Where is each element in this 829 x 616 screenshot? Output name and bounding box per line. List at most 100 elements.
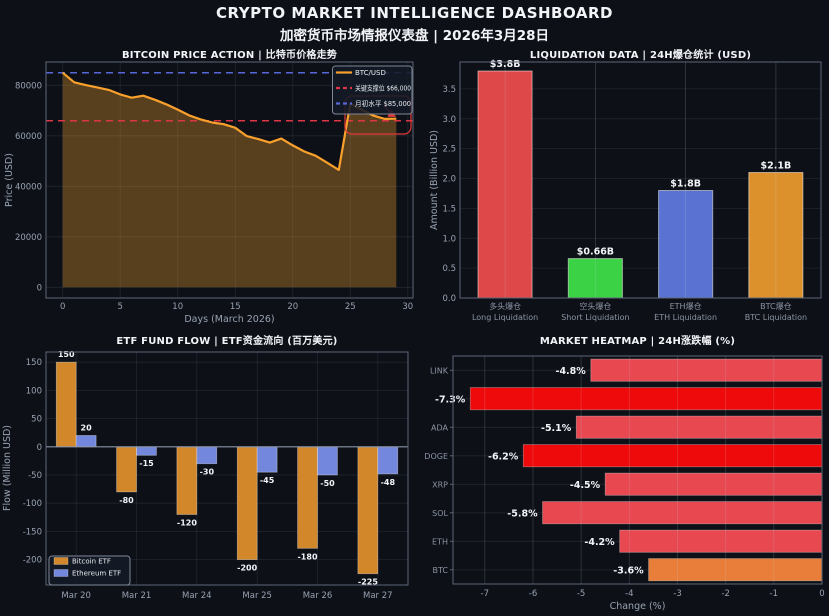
bitcoin-price-chart: 0 5 10 15 20 25 30 0 20000 40000 60000 80000 BTC/USD…	[4, 61, 414, 325]
svg-text:-200: -200	[23, 556, 42, 566]
svg-text:15: 15	[230, 302, 241, 312]
svg-text:80000: 80000	[15, 81, 42, 91]
svg-text:0.5: 0.5	[442, 264, 456, 274]
svg-text:BTC Liquidation: BTC Liquidation	[745, 313, 807, 322]
svg-text:Ethereum ETF: Ethereum ETF	[72, 570, 121, 578]
bitcoin-etf-bar	[55, 361, 77, 448]
ethereum-etf-bar	[256, 446, 278, 473]
svg-text:空头爆仓: 空头爆仓	[579, 301, 611, 311]
etf-value-label: 20	[81, 424, 93, 433]
heatmap-bar	[522, 444, 823, 468]
svg-text:Mar 21: Mar 21	[122, 591, 152, 601]
svg-text:Mar 25: Mar 25	[242, 591, 272, 601]
svg-text:0.0: 0.0	[442, 294, 456, 304]
liquidation-value-label: $3.8B	[490, 59, 521, 70]
svg-text:Amount (Billion USD): Amount (Billion USD)	[429, 130, 440, 230]
etf-value-label: -30	[200, 468, 215, 477]
heatmap-bar	[604, 472, 823, 496]
svg-text:ETH Liquidation: ETH Liquidation	[654, 313, 717, 322]
svg-text:40000: 40000	[15, 182, 42, 192]
heatmap-bar	[542, 501, 823, 525]
svg-text:0: 0	[819, 589, 824, 599]
svg-text:2.5: 2.5	[442, 145, 456, 155]
liquidation-bar	[658, 190, 714, 299]
heatmap-bar	[648, 558, 823, 582]
svg-text:60000: 60000	[15, 132, 42, 142]
liquidation-chart: 0.0 0.5 1.0 1.5 2.0 2.5 3.0 3.5 $3.8B 多头爆仓 Long Li…	[429, 59, 822, 322]
change-value-label: -4.2%	[584, 537, 615, 548]
etf-value-label: -225	[358, 578, 378, 587]
svg-text:-5: -5	[577, 589, 585, 599]
etf-value-label: -48	[381, 478, 396, 487]
coin-label: BTC	[433, 566, 449, 575]
heatmap-bar	[619, 529, 823, 553]
change-value-label: -6.2%	[488, 451, 519, 462]
svg-text:5: 5	[117, 302, 122, 312]
svg-text:-50: -50	[28, 471, 42, 481]
svg-text:0: 0	[60, 302, 65, 312]
svg-text:20: 20	[287, 302, 298, 312]
svg-text:ETH爆仓: ETH爆仓	[670, 301, 702, 311]
change-value-label: -3.6%	[613, 565, 644, 576]
liquidation-chart-title: LIQUIDATION DATA | 24H爆仓统计 (USD)	[529, 50, 752, 61]
ethereum-etf-bar	[196, 446, 218, 465]
bitcoin-etf-bar	[357, 446, 379, 575]
etf-flow-chart: -200 -150 -100 -50 0 50 100 150 Mar 20 Mar 21 Mar …	[2, 350, 409, 601]
svg-text:-100: -100	[23, 499, 42, 509]
change-value-label: -5.8%	[507, 508, 538, 519]
svg-text:Bitcoin ETF: Bitcoin ETF	[72, 558, 111, 566]
svg-text:Short Liquidation: Short Liquidation	[561, 313, 629, 322]
svg-text:Mar 24: Mar 24	[182, 591, 212, 601]
svg-text:150: 150	[26, 358, 42, 368]
svg-text:Price (USD): Price (USD)	[4, 153, 15, 207]
coin-label: ETH	[432, 537, 448, 546]
svg-text:3.5: 3.5	[442, 85, 456, 95]
svg-text:20000: 20000	[15, 233, 42, 243]
liquidation-value-label: $2.1B	[761, 161, 792, 172]
svg-text:100: 100	[26, 386, 42, 396]
etf-legend-box	[48, 555, 131, 586]
svg-text:多头爆仓: 多头爆仓	[489, 301, 521, 311]
btc-usd-line	[61, 71, 397, 172]
svg-text:Days (March 2026): Days (March 2026)	[184, 314, 274, 325]
etf-value-label: -180	[297, 552, 317, 561]
svg-text:Mar 26: Mar 26	[303, 591, 333, 601]
svg-text:-150: -150	[23, 527, 42, 537]
liquidation-value-label: $0.66B	[577, 247, 614, 258]
etf-value-label: -200	[237, 564, 257, 573]
svg-text:Change (%): Change (%)	[610, 601, 666, 612]
etf-value-label: -80	[119, 496, 134, 505]
svg-text:BTC/USD: BTC/USD	[355, 69, 386, 77]
svg-text:30: 30	[402, 302, 413, 312]
svg-text:BTC爆仓: BTC爆仓	[760, 301, 792, 311]
svg-text:1.0: 1.0	[442, 234, 456, 244]
bitcoin-etf-bar	[116, 446, 137, 493]
svg-text:Mar 27: Mar 27	[363, 591, 393, 601]
heatmap-bar	[575, 415, 823, 439]
liquidation-panel: LIQUIDATION DATA | 24H爆仓统计 (USD) 0.0 0.5 1…	[415, 44, 829, 330]
ethereum-etf-bar	[136, 446, 157, 456]
coin-label: SOL	[432, 509, 448, 518]
coin-label: XRP	[432, 480, 448, 489]
svg-text:-3: -3	[673, 589, 681, 599]
liquidation-bar	[567, 258, 623, 299]
svg-text:月初水平 $85,000: 月初水平 $85,000	[355, 99, 411, 108]
etf-value-label: 150	[58, 350, 75, 359]
ethereum-etf-bar	[317, 446, 338, 476]
svg-text:-4: -4	[625, 589, 633, 599]
etf-value-label: -50	[320, 479, 335, 488]
svg-text:2.0: 2.0	[442, 175, 456, 185]
etf-value-label: -15	[139, 459, 154, 468]
heatmap-chart-title: MARKET HEATMAP | 24H涨跌幅 (%)	[539, 336, 736, 347]
svg-text:10: 10	[172, 302, 183, 312]
svg-text:Long Liquidation: Long Liquidation	[472, 313, 538, 322]
svg-text:关键支撑位 $66,000: 关键支撑位 $66,000	[355, 84, 411, 93]
change-value-label: -7.3%	[435, 394, 466, 405]
etf-flow-panel: ETF FUND FLOW | ETF资金流向 (百万美元) -200 -150 -…	[0, 330, 414, 616]
svg-text:-1: -1	[770, 589, 778, 599]
etf-flow-chart-title: ETF FUND FLOW | ETF资金流向 (百万美元)	[116, 336, 338, 347]
coin-label: LINK	[430, 366, 449, 375]
dashboard-subtitle: 加密货币市场情报仪表盘 | 2026年3月28日	[279, 28, 550, 44]
price-area-fill	[62, 72, 397, 288]
